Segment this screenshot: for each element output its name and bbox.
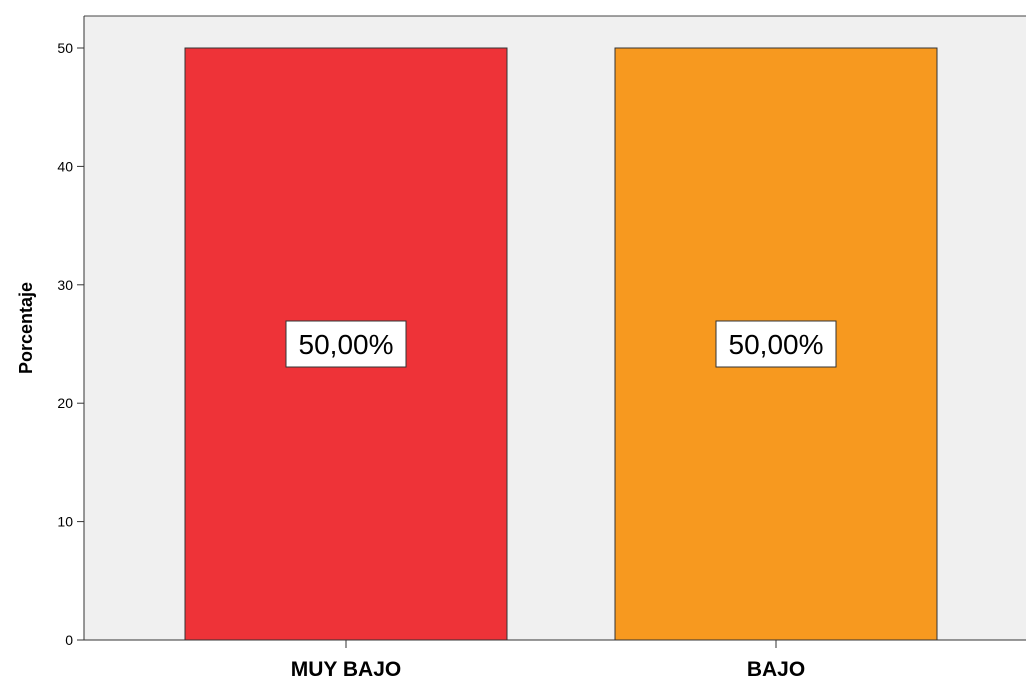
y-tick-label: 10 — [57, 514, 73, 530]
x-category-label: BAJO — [747, 658, 805, 681]
data-labels: 50,00% 50,00% — [285, 320, 837, 368]
y-tick-label: 40 — [57, 158, 73, 174]
data-label: 50,00% — [299, 329, 394, 360]
x-category-label: MUY BAJO — [291, 658, 401, 681]
data-label: 50,00% — [729, 329, 824, 360]
y-tick-label: 50 — [57, 40, 73, 56]
x-axis-ticks: MUY BAJO BAJO — [291, 640, 805, 681]
y-tick-label: 20 — [57, 395, 73, 411]
data-label-box — [285, 320, 407, 368]
y-tick-label: 0 — [65, 632, 73, 648]
y-tick-label: 30 — [57, 277, 73, 293]
y-axis-ticks: 0 10 20 30 40 50 — [57, 40, 84, 648]
data-label-box — [715, 320, 837, 368]
y-axis-title: Porcentaje — [16, 282, 36, 374]
